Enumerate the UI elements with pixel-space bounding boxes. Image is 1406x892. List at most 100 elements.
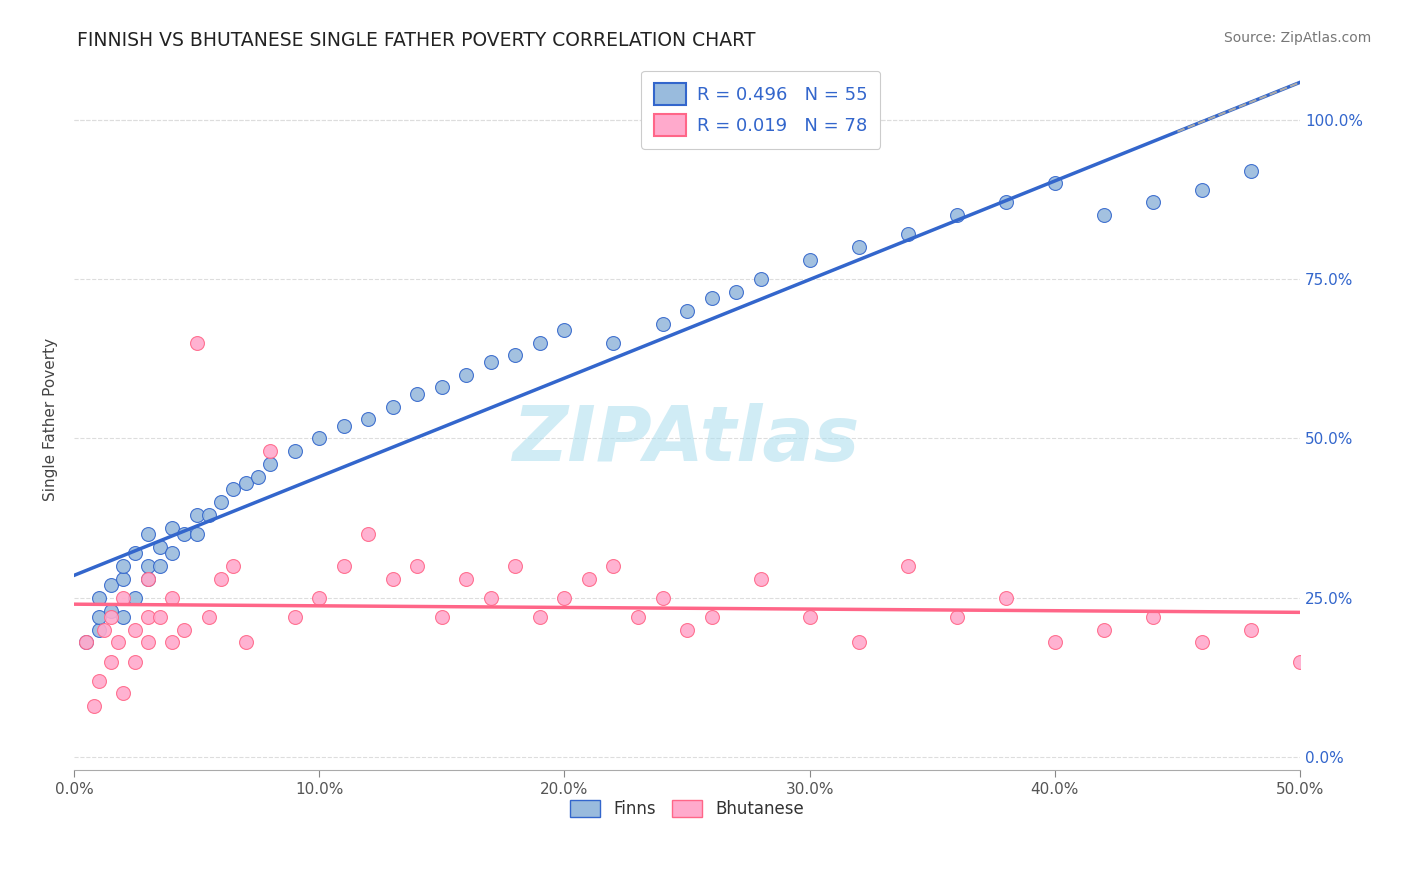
Point [235,635,257,649]
Point [897,558,920,573]
Point [848,635,870,649]
Point [430,380,453,394]
Point [160,521,183,535]
Point [136,610,159,624]
Point [173,623,195,637]
Point [799,610,821,624]
Point [75,635,97,649]
Point [308,591,330,605]
Point [430,610,453,624]
Point [994,591,1017,605]
Point [1092,623,1115,637]
Point [676,623,699,637]
Point [284,444,307,458]
Point [136,572,159,586]
Point [1191,635,1213,649]
Point [149,558,172,573]
Point [87,610,110,624]
Point [124,546,146,560]
Point [124,591,146,605]
Point [749,272,772,286]
Legend: Finns, Bhutanese: Finns, Bhutanese [562,793,811,825]
Text: Source: ZipAtlas.com: Source: ZipAtlas.com [1223,31,1371,45]
Point [209,572,232,586]
Point [160,546,183,560]
Point [1337,635,1360,649]
Point [107,635,129,649]
Point [209,495,232,509]
Point [848,240,870,254]
Point [1043,635,1066,649]
Point [333,558,356,573]
Point [112,558,135,573]
Point [602,558,624,573]
Point [308,431,330,445]
Point [136,635,159,649]
Point [725,285,748,299]
Point [1092,208,1115,222]
Point [100,603,122,617]
Text: ZIPAtlas: ZIPAtlas [513,403,860,477]
Point [124,655,146,669]
Point [186,527,208,541]
Point [749,572,772,586]
Point [1289,655,1312,669]
Point [198,508,221,522]
Point [186,508,208,522]
Point [700,610,723,624]
Point [897,227,920,242]
Point [456,368,478,382]
Point [1043,177,1066,191]
Point [479,591,502,605]
Y-axis label: Single Father Poverty: Single Father Poverty [44,338,58,500]
Point [381,400,404,414]
Point [676,303,699,318]
Point [627,610,650,624]
Point [93,623,115,637]
Point [1386,655,1406,669]
Point [124,623,146,637]
Point [1191,183,1213,197]
Point [75,635,97,649]
Point [246,469,269,483]
Point [553,323,575,337]
Point [553,591,575,605]
Point [149,540,172,554]
Point [112,686,135,700]
Point [505,558,527,573]
Point [529,335,551,350]
Point [1142,195,1164,210]
Point [259,457,281,471]
Point [173,527,195,541]
Point [945,208,967,222]
Point [994,195,1017,210]
Point [160,591,183,605]
Point [333,418,356,433]
Point [1142,610,1164,624]
Point [945,610,967,624]
Point [284,610,307,624]
Point [83,699,105,714]
Point [578,572,600,586]
Point [357,412,380,426]
Point [406,558,429,573]
Point [100,655,122,669]
Point [186,335,208,350]
Point [529,610,551,624]
Point [479,355,502,369]
Point [505,349,527,363]
Point [112,591,135,605]
Point [87,623,110,637]
Point [222,483,245,497]
Point [799,252,821,267]
Point [700,291,723,305]
Point [406,386,429,401]
Point [456,572,478,586]
Point [112,610,135,624]
Point [160,635,183,649]
Point [149,610,172,624]
Text: FINNISH VS BHUTANESE SINGLE FATHER POVERTY CORRELATION CHART: FINNISH VS BHUTANESE SINGLE FATHER POVER… [77,31,756,50]
Point [136,572,159,586]
Point [651,591,673,605]
Point [136,558,159,573]
